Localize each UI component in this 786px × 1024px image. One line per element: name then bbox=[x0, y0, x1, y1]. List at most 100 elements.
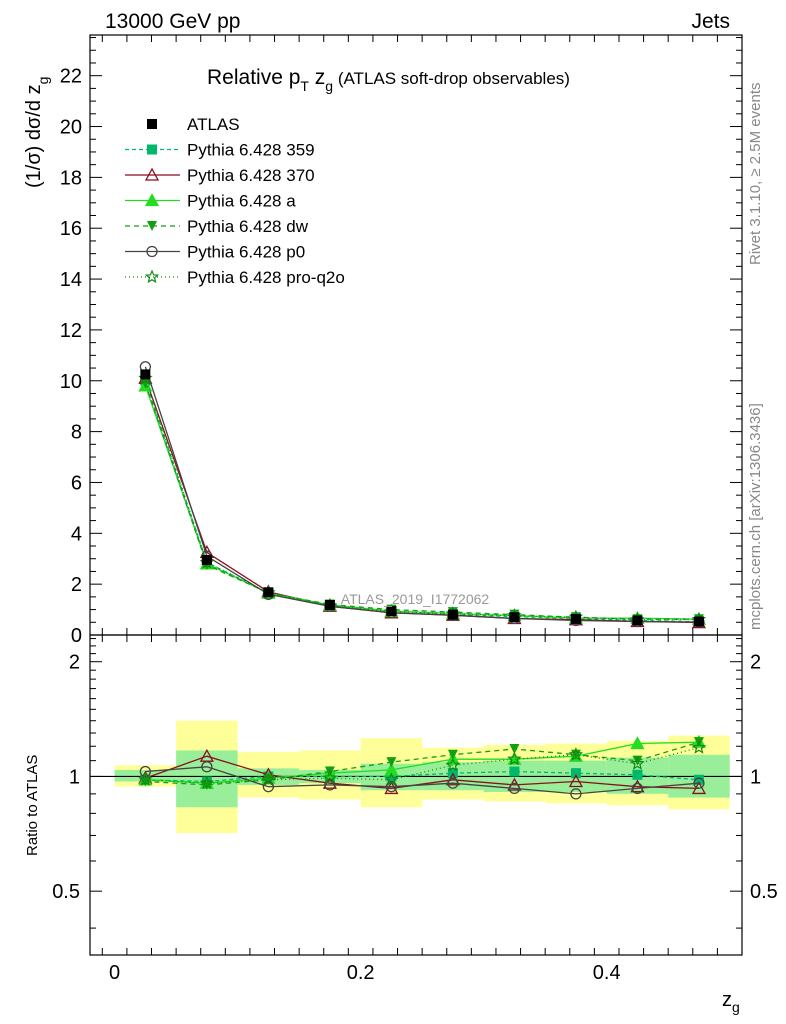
legend-label: Pythia 6.428 a bbox=[187, 192, 296, 211]
legend-label: ATLAS bbox=[187, 115, 240, 134]
y-tick-label: 4 bbox=[71, 523, 82, 545]
ratio-tick-label-right: 0.5 bbox=[750, 881, 778, 903]
data-point bbox=[140, 369, 151, 380]
ratio-line bbox=[145, 741, 699, 784]
y-tick-label: 14 bbox=[60, 269, 82, 291]
data-point bbox=[632, 755, 643, 766]
data-point bbox=[147, 119, 157, 129]
data-point bbox=[508, 782, 521, 795]
legend-entry: Pythia 6.428 359 bbox=[125, 141, 315, 160]
legend-label: Pythia 6.428 p0 bbox=[187, 243, 305, 262]
y-tick-label: 2 bbox=[71, 574, 82, 596]
data-point bbox=[693, 777, 705, 789]
y-tick-label: 12 bbox=[60, 320, 82, 342]
data-point bbox=[384, 772, 399, 786]
ratio-tick-label: 0.5 bbox=[52, 881, 80, 903]
data-point bbox=[570, 768, 581, 779]
data-point bbox=[691, 739, 707, 754]
series-line bbox=[144, 377, 699, 624]
series-line bbox=[144, 385, 699, 620]
data-point bbox=[632, 615, 643, 626]
data-point bbox=[631, 782, 644, 795]
data-point bbox=[568, 774, 584, 788]
data-point bbox=[632, 769, 643, 780]
legend-label: Pythia 6.428 359 bbox=[187, 141, 315, 160]
data-point bbox=[199, 775, 215, 790]
ratio-tick-label-right: 2 bbox=[750, 652, 761, 674]
data-point bbox=[507, 751, 522, 766]
legend-label: Pythia 6.428 dw bbox=[187, 217, 309, 236]
data-point bbox=[324, 779, 336, 791]
data-point bbox=[447, 777, 459, 789]
ratio-line bbox=[145, 755, 699, 790]
data-point bbox=[138, 772, 153, 786]
y-tick-label: 8 bbox=[71, 422, 82, 444]
series-line bbox=[144, 383, 699, 620]
data-point bbox=[147, 144, 157, 155]
series-line bbox=[144, 377, 699, 621]
data-point bbox=[693, 774, 704, 785]
data-point bbox=[144, 167, 160, 181]
data-point bbox=[693, 616, 704, 627]
legend-entry: Pythia 6.428 p0 bbox=[125, 243, 305, 262]
mcplots-reference-label: mcplots.cern.ch [arXiv:1306.3436] bbox=[747, 403, 764, 630]
data-point bbox=[630, 779, 645, 793]
data-point bbox=[447, 749, 458, 760]
legend-label: Pythia 6.428 pro-q2o bbox=[187, 268, 345, 287]
data-point bbox=[201, 555, 212, 565]
data-point bbox=[139, 765, 152, 778]
data-point bbox=[386, 757, 397, 768]
y-tick-label: 6 bbox=[71, 472, 82, 494]
data-point bbox=[570, 613, 581, 624]
ratio-tick-label-right: 1 bbox=[750, 766, 761, 788]
x-tick-label: 0 bbox=[109, 962, 120, 984]
legend-entry: Pythia 6.428 370 bbox=[125, 166, 315, 185]
data-point bbox=[261, 772, 276, 786]
legend-entry: Pythia 6.428 a bbox=[125, 192, 296, 211]
data-point bbox=[509, 766, 520, 777]
data-point bbox=[447, 609, 458, 620]
ratio-line bbox=[145, 746, 700, 784]
rivet-version-label: Rivet 3.1.10, ≥ 2.5M events bbox=[747, 83, 764, 266]
legend-label: Pythia 6.428 370 bbox=[187, 166, 315, 185]
data-point bbox=[144, 193, 160, 207]
header-left: 13000 GeV pp bbox=[105, 10, 240, 33]
analysis-watermark: ATLAS_2019_I1772062 bbox=[341, 591, 490, 607]
data-point bbox=[384, 781, 399, 795]
ratio-axis-label: Ratio to ATLAS bbox=[24, 755, 41, 856]
series-line bbox=[144, 366, 699, 623]
data-point bbox=[630, 736, 645, 750]
data-point bbox=[386, 606, 397, 617]
ratio-tick-label: 1 bbox=[69, 766, 80, 788]
data-point bbox=[140, 776, 151, 787]
y-tick-label: 10 bbox=[60, 371, 82, 393]
legend-entry: Pythia 6.428 pro-q2o bbox=[125, 268, 345, 287]
y-tick-label: 22 bbox=[60, 66, 82, 88]
data-point bbox=[570, 788, 582, 800]
data-point bbox=[509, 612, 520, 623]
x-axis-label: zg bbox=[722, 989, 740, 1015]
data-point bbox=[147, 221, 157, 231]
data-point bbox=[322, 770, 338, 785]
y-tick-label: 18 bbox=[60, 167, 82, 189]
legend-entry: ATLAS bbox=[147, 115, 240, 134]
data-point bbox=[386, 771, 397, 782]
ratio-tick-label: 2 bbox=[69, 652, 80, 674]
ratio-line bbox=[145, 741, 700, 786]
legend-entry: Pythia 6.428 dw bbox=[125, 217, 309, 236]
data-point bbox=[146, 245, 158, 258]
data-point bbox=[630, 756, 645, 770]
x-tick-label: 0.4 bbox=[593, 962, 621, 984]
chart-title: Relative pT zg (ATLAS soft-drop observab… bbox=[207, 66, 570, 94]
y-axis-label: (1/σ) dσ/d zg bbox=[23, 77, 51, 188]
data-point bbox=[144, 269, 160, 284]
y-tick-label: 0 bbox=[71, 625, 82, 647]
ratio-frame bbox=[89, 634, 743, 956]
data-point bbox=[568, 747, 584, 761]
data-point bbox=[385, 781, 398, 793]
data-point bbox=[201, 761, 213, 773]
series-line bbox=[144, 380, 699, 623]
ratio-line bbox=[145, 766, 699, 795]
data-point bbox=[509, 744, 520, 755]
data-point bbox=[445, 757, 461, 772]
